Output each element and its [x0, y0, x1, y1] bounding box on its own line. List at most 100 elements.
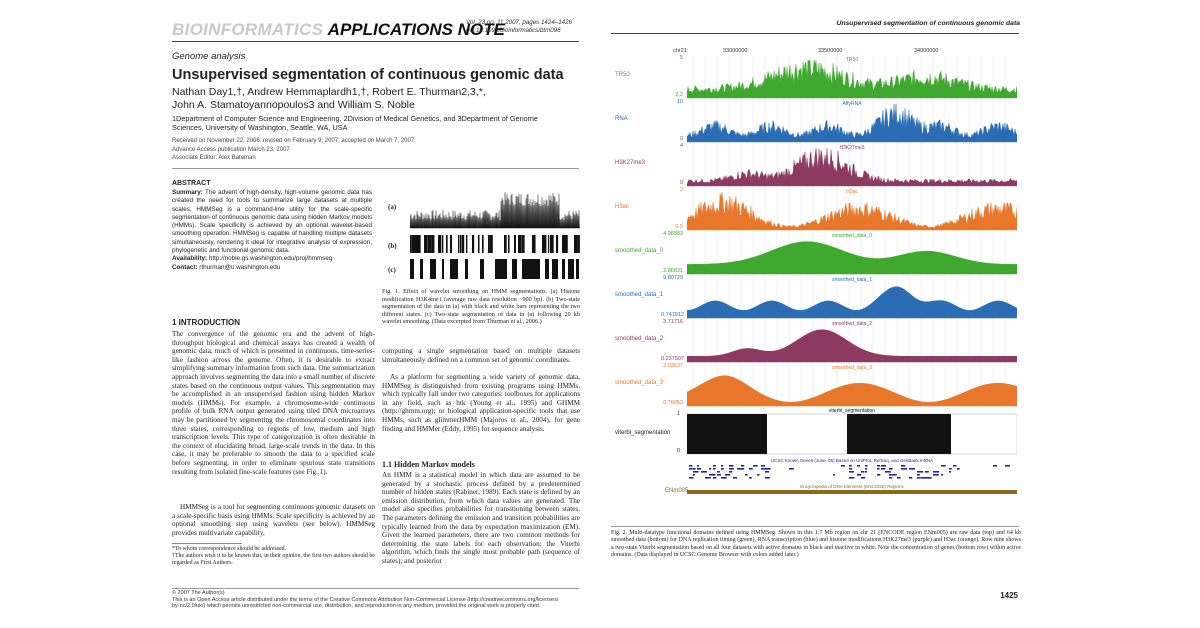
gene-feature	[765, 471, 770, 473]
fig1b-state-bar	[460, 235, 462, 253]
gene-feature	[941, 465, 946, 467]
fig1b-state-bar	[518, 235, 521, 253]
hmm-heading: 1.1 Hidden Markov models	[382, 460, 475, 469]
track-label: H3ac	[615, 204, 630, 210]
gene-feature	[857, 474, 862, 476]
gene-feature	[729, 465, 734, 467]
gene-feature	[693, 474, 696, 476]
journal-brand: BIOINFORMATICS APPLICATIONS NOTE	[172, 20, 505, 40]
fig1c-state-block	[480, 259, 484, 279]
gene-feature	[1005, 465, 1011, 467]
gene-feature	[897, 477, 901, 479]
gene-feature	[925, 471, 929, 473]
intro-paragraph-1: The convergence of the genomic era and t…	[172, 330, 375, 476]
license-line-1: This is an Open Access article distribut…	[172, 596, 559, 603]
gene-feature	[693, 468, 696, 470]
gene-feature	[925, 477, 931, 479]
fig1a-signal	[410, 192, 580, 229]
received-line: Received on November 22, 2006; revised o…	[172, 138, 415, 144]
gene-feature	[753, 465, 758, 467]
gene-feature	[841, 465, 845, 467]
track-H3K27me3-signal	[687, 147, 1017, 187]
gene-feature	[857, 465, 861, 467]
gene-feature	[937, 471, 940, 473]
fig1b-state-bar	[446, 235, 448, 253]
gene-feature	[921, 477, 926, 479]
fig1b-state-bar	[412, 235, 415, 253]
intro-heading: 1 INTRODUCTION	[172, 318, 240, 327]
fig1c-state-block	[552, 259, 558, 279]
gene-feature	[949, 468, 952, 470]
contact-email[interactable]: rthurman@u.washington.edu	[199, 263, 281, 271]
track-inner-label: H3K27me3	[839, 145, 864, 151]
encode-track-title: Encyclopedia of DNA Elements (ENCODE) Re…	[800, 484, 904, 489]
genes-track-title: UCSC Known Genes (June, 05) Based on Uni…	[771, 458, 933, 463]
license-rule	[172, 588, 579, 589]
track-TR50-signal	[687, 59, 1017, 99]
track-label: RNA	[615, 116, 628, 122]
hmm-paragraph: An HMM is a statistical model in which d…	[382, 471, 580, 565]
right-page: Unsupervised segmentation of continuous …	[605, 0, 1021, 628]
gene-feature	[885, 471, 891, 473]
track-smoothed_data_0-signal	[687, 241, 1017, 275]
position-1: 33000000	[723, 48, 748, 54]
gene-feature	[929, 477, 932, 479]
gene-feature	[721, 477, 727, 479]
abstract-summary: Summary: The advent of high-density, hig…	[172, 189, 372, 255]
gene-feature	[749, 477, 752, 479]
track-label: smoothed_data_3	[615, 380, 664, 386]
gene-feature	[917, 474, 920, 476]
affiliation-line-2: Sciences, University of Washington, Seat…	[172, 123, 348, 132]
abstract-heading: ABSTRACT	[172, 180, 211, 187]
intro-paragraph-2: HMMSeg is a tool for segmenting continuo…	[172, 503, 375, 537]
encode-region-bar	[687, 490, 1017, 494]
gene-feature	[921, 471, 924, 473]
availability-link[interactable]: http://noble.gs.washington.edu/proj/hmms…	[208, 255, 333, 263]
position-2: 33500000	[818, 48, 843, 54]
gene-feature	[761, 465, 766, 467]
gene-feature	[725, 474, 731, 476]
viterbi-scale-top: 1	[677, 411, 681, 417]
affiliation-line-1: 1Department of Computer Science and Engi…	[172, 114, 538, 123]
volume-line: Vol. 23 no. 11 2007, pages 1424–1426	[466, 19, 572, 26]
availability-label: Availability:	[172, 255, 208, 263]
footnote-rule	[172, 543, 242, 544]
summary-label: Summary:	[172, 189, 203, 196]
gene-feature	[909, 468, 915, 470]
gene-feature	[861, 477, 866, 479]
gene-feature	[765, 468, 771, 470]
track-scale-top: 4	[679, 143, 683, 149]
col2-paragraph-1: computing a single segmentation based on…	[382, 347, 580, 364]
fig1c-state-block	[576, 259, 579, 279]
fig1b-state-bar	[432, 235, 435, 253]
contact: Contact: rthurman@u.washington.edu	[172, 264, 372, 272]
gene-feature	[953, 465, 957, 467]
figure-1: (a) (b) (c)	[382, 188, 584, 283]
fig1b-state-bar	[466, 235, 468, 253]
gene-feature	[689, 465, 693, 467]
fig1b-state-bar	[414, 235, 417, 253]
license: © 2007 The Author(s) This is an Open Acc…	[172, 590, 582, 610]
fig1b-state-bar	[504, 235, 507, 253]
gene-feature	[721, 465, 724, 467]
gene-feature	[849, 477, 855, 479]
gene-feature	[697, 465, 700, 467]
gene-feature	[865, 468, 868, 470]
gene-feature	[909, 477, 913, 479]
viterbi-scale-bottom: 0	[677, 448, 681, 454]
gene-feature	[749, 468, 753, 470]
fig1b-state-bar	[442, 235, 444, 253]
section-label: Genome analysis	[172, 51, 246, 62]
gene-feature	[713, 477, 717, 479]
chrom-label: chr21:	[673, 48, 689, 54]
track-inner-label: AffyRNA	[842, 101, 862, 107]
track-scale-top: 3.71716	[663, 319, 683, 325]
gene-feature	[709, 468, 712, 470]
page-number: 1425	[1000, 591, 1018, 600]
track-scale-bottom: 2.2	[675, 92, 683, 98]
track-scale-top: 9.80729	[663, 275, 683, 281]
left-page: BIOINFORMATICS APPLICATIONS NOTE Vol. 23…	[160, 0, 592, 628]
fig1b-state-bar	[574, 235, 577, 253]
viterbi-active-block	[847, 414, 951, 454]
track-scale-top: 4.98883	[663, 231, 683, 237]
